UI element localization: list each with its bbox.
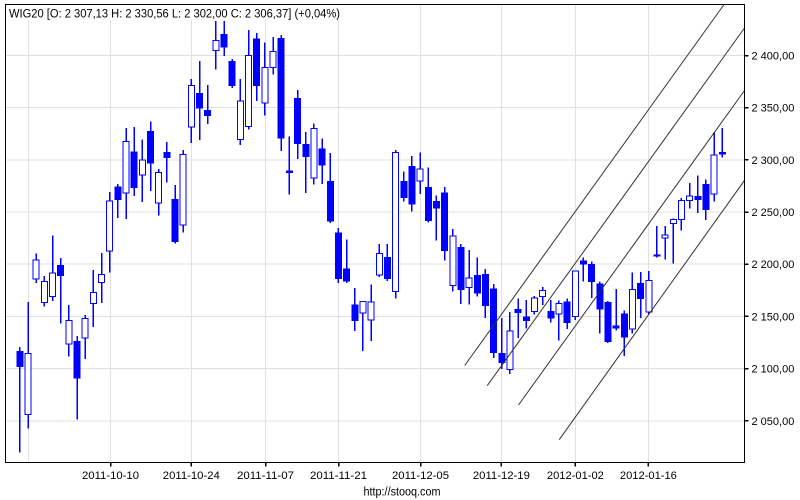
svg-text:2012-01-16: 2012-01-16 — [620, 470, 677, 482]
svg-text:2011-10-24: 2011-10-24 — [163, 470, 220, 482]
svg-text:2011-12-19: 2011-12-19 — [473, 470, 530, 482]
svg-text:2011-11-07: 2011-11-07 — [237, 470, 294, 482]
svg-text:2 150,00: 2 150,00 — [752, 311, 795, 323]
svg-text:WIG20 [O: 2 307,13 H: 2 330,5: WIG20 [O: 2 307,13 H: 2 330,56 L: 2 302,… — [9, 9, 340, 21]
svg-text:2011-12-05: 2011-12-05 — [392, 470, 449, 482]
svg-text:2 200,00: 2 200,00 — [752, 259, 795, 271]
svg-text:2011-10-10: 2011-10-10 — [82, 470, 139, 482]
svg-text:http://stooq.com: http://stooq.com — [364, 487, 441, 499]
svg-text:2012-01-02: 2012-01-02 — [547, 470, 604, 482]
svg-text:2 050,00: 2 050,00 — [752, 416, 795, 428]
svg-text:2 300,00: 2 300,00 — [752, 155, 795, 167]
svg-text:2 100,00: 2 100,00 — [752, 364, 795, 376]
svg-text:2 250,00: 2 250,00 — [752, 207, 795, 219]
svg-text:2 400,00: 2 400,00 — [752, 51, 795, 63]
svg-text:2 350,00: 2 350,00 — [752, 103, 795, 115]
svg-text:2011-11-21: 2011-11-21 — [310, 470, 367, 482]
